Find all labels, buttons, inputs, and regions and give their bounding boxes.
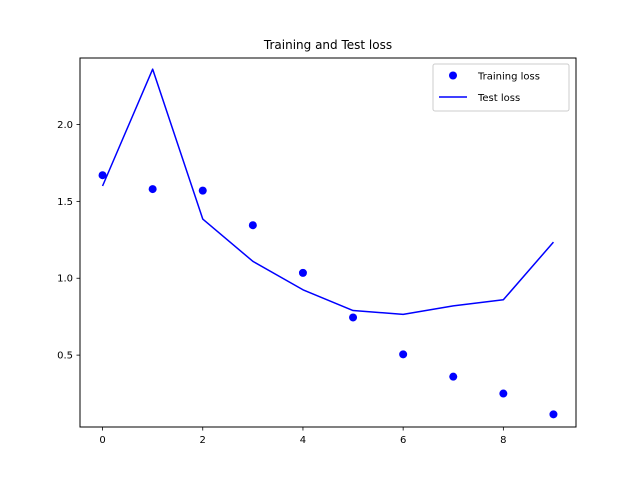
legend-label-training-loss: Training loss xyxy=(477,72,540,83)
data-point-training-loss xyxy=(549,410,558,419)
series-line-test-loss xyxy=(101,68,555,316)
data-point-training-loss xyxy=(499,389,508,398)
chart-title: Training and Test loss xyxy=(263,38,392,52)
x-tick-label: 2 xyxy=(200,435,206,446)
plot-frame xyxy=(79,57,577,428)
x-tick-label: 4 xyxy=(300,435,306,446)
legend-box xyxy=(432,63,570,112)
legend: Training loss Test loss xyxy=(432,63,570,112)
y-tick-label: 2.0 xyxy=(57,120,73,131)
data-point-training-loss xyxy=(248,221,257,230)
data-point-training-loss xyxy=(298,268,307,277)
data-point-training-loss xyxy=(148,185,157,194)
data-point-training-loss xyxy=(349,313,358,322)
x-tick-label: 8 xyxy=(500,435,506,446)
data-point-training-loss xyxy=(98,171,107,180)
x-tick-label: 6 xyxy=(400,435,406,446)
data-point-training-loss xyxy=(399,350,408,359)
y-tick-label: 1.0 xyxy=(57,274,73,285)
x-tick-label: 0 xyxy=(99,435,105,446)
data-point-training-loss xyxy=(198,186,207,195)
data-point-training-loss xyxy=(449,372,458,381)
y-tick-label: 0.5 xyxy=(57,351,73,362)
y-tick-label: 1.5 xyxy=(57,197,73,208)
legend-label-test-loss: Test loss xyxy=(477,93,520,104)
legend-marker-training-loss xyxy=(449,71,457,80)
